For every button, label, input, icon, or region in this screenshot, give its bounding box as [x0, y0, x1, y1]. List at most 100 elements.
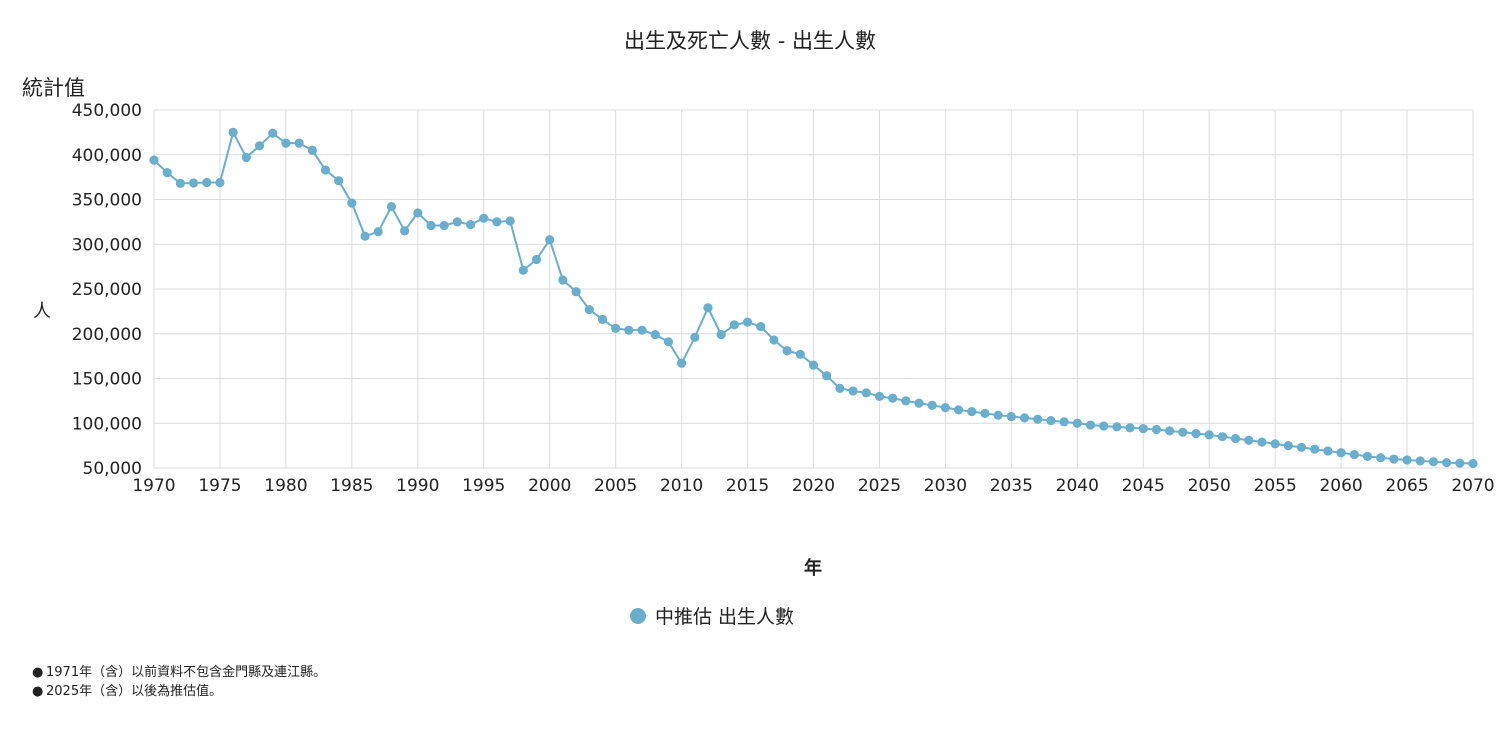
data-point[interactable] — [228, 127, 238, 137]
data-point[interactable] — [558, 275, 568, 285]
data-point[interactable] — [848, 386, 858, 396]
data-point[interactable] — [202, 177, 212, 188]
data-point[interactable] — [914, 398, 924, 408]
data-point[interactable] — [1389, 454, 1399, 464]
data-point[interactable] — [1283, 441, 1293, 451]
data-point[interactable] — [953, 405, 964, 415]
data-point[interactable] — [479, 213, 489, 223]
data-point[interactable] — [597, 314, 608, 325]
data-point[interactable] — [808, 360, 819, 370]
data-point[interactable] — [795, 349, 805, 359]
data-point[interactable] — [1323, 446, 1333, 456]
data-point[interactable] — [584, 304, 594, 315]
data-point[interactable] — [320, 165, 331, 175]
data-point[interactable] — [611, 323, 621, 333]
data-point[interactable] — [426, 220, 436, 231]
data-point[interactable] — [677, 358, 687, 368]
data-point[interactable] — [294, 138, 304, 148]
data-point[interactable] — [1151, 424, 1162, 435]
data-point[interactable] — [874, 391, 885, 401]
data-point[interactable] — [650, 330, 660, 340]
data-point[interactable] — [373, 227, 383, 237]
data-point[interactable] — [1415, 456, 1425, 466]
data-point[interactable] — [980, 408, 990, 419]
data-point[interactable] — [967, 407, 977, 417]
data-point[interactable] — [1112, 422, 1122, 432]
data-point[interactable] — [729, 320, 739, 330]
data-point[interactable] — [162, 168, 172, 178]
data-point[interactable] — [1230, 433, 1241, 444]
data-point[interactable] — [993, 410, 1003, 420]
data-point[interactable] — [215, 177, 225, 188]
data-point[interactable] — [1362, 451, 1373, 461]
legend[interactable]: 中推估 出生人數 — [630, 606, 794, 628]
data-point[interactable] — [1191, 428, 1201, 439]
data-point[interactable] — [175, 178, 185, 188]
data-point[interactable] — [1059, 417, 1069, 427]
data-point[interactable] — [756, 321, 766, 332]
data-point[interactable] — [254, 141, 265, 151]
data-point[interactable] — [1006, 411, 1016, 422]
data-point[interactable] — [1217, 432, 1227, 442]
data-point[interactable] — [1428, 457, 1439, 467]
data-point[interactable] — [1033, 414, 1043, 424]
data-point[interactable] — [690, 332, 700, 342]
data-point[interactable] — [1402, 455, 1412, 465]
data-point[interactable] — [835, 383, 845, 393]
data-point[interactable] — [861, 388, 871, 398]
data-point[interactable] — [1019, 413, 1030, 423]
data-point[interactable] — [1257, 437, 1267, 447]
data-point[interactable] — [241, 152, 251, 163]
data-point[interactable] — [769, 335, 779, 345]
data-point[interactable] — [1204, 430, 1214, 440]
data-point[interactable] — [1296, 442, 1307, 453]
data-point[interactable] — [663, 337, 674, 347]
data-point[interactable] — [1310, 444, 1320, 454]
legend-marker[interactable] — [630, 608, 646, 624]
data-point[interactable] — [188, 178, 199, 188]
data-point[interactable] — [782, 346, 792, 356]
data-point[interactable] — [940, 402, 951, 413]
data-point[interactable] — [822, 371, 832, 381]
data-point[interactable] — [307, 145, 317, 155]
data-point[interactable] — [901, 396, 911, 406]
data-point[interactable] — [360, 231, 370, 241]
data-point[interactable] — [1138, 424, 1148, 434]
data-point[interactable] — [927, 400, 937, 410]
data-point[interactable] — [518, 265, 528, 275]
data-point[interactable] — [545, 235, 555, 245]
data-point[interactable] — [1442, 458, 1452, 468]
data-point[interactable] — [1046, 415, 1056, 426]
data-point[interactable] — [531, 254, 542, 265]
data-point[interactable] — [492, 217, 502, 227]
data-point[interactable] — [439, 220, 449, 231]
data-point[interactable] — [1455, 458, 1465, 468]
legend-label[interactable]: 中推估 出生人數 — [655, 606, 794, 628]
data-point[interactable] — [1270, 439, 1280, 449]
data-point[interactable] — [1165, 426, 1175, 436]
data-point[interactable] — [1349, 449, 1359, 460]
data-point[interactable] — [347, 198, 357, 208]
data-point[interactable] — [268, 128, 278, 138]
data-point[interactable] — [1178, 427, 1188, 437]
data-point[interactable] — [1125, 423, 1135, 433]
data-point[interactable] — [334, 176, 344, 186]
data-point[interactable] — [505, 216, 515, 226]
data-point[interactable] — [386, 202, 397, 212]
data-point[interactable] — [1085, 420, 1096, 430]
data-point[interactable] — [400, 226, 410, 236]
data-point[interactable] — [1099, 421, 1109, 431]
data-point[interactable] — [1376, 453, 1386, 463]
data-point[interactable] — [716, 330, 726, 340]
data-point[interactable] — [281, 138, 291, 148]
data-point[interactable] — [571, 287, 581, 297]
data-point[interactable] — [1336, 448, 1346, 458]
data-point[interactable] — [624, 325, 634, 335]
data-point[interactable] — [703, 303, 713, 313]
data-point[interactable] — [465, 219, 476, 230]
data-point[interactable] — [149, 155, 159, 165]
data-point[interactable] — [888, 393, 898, 403]
data-point[interactable] — [1468, 458, 1478, 469]
data-point[interactable] — [452, 217, 462, 227]
data-point[interactable] — [1072, 418, 1082, 428]
